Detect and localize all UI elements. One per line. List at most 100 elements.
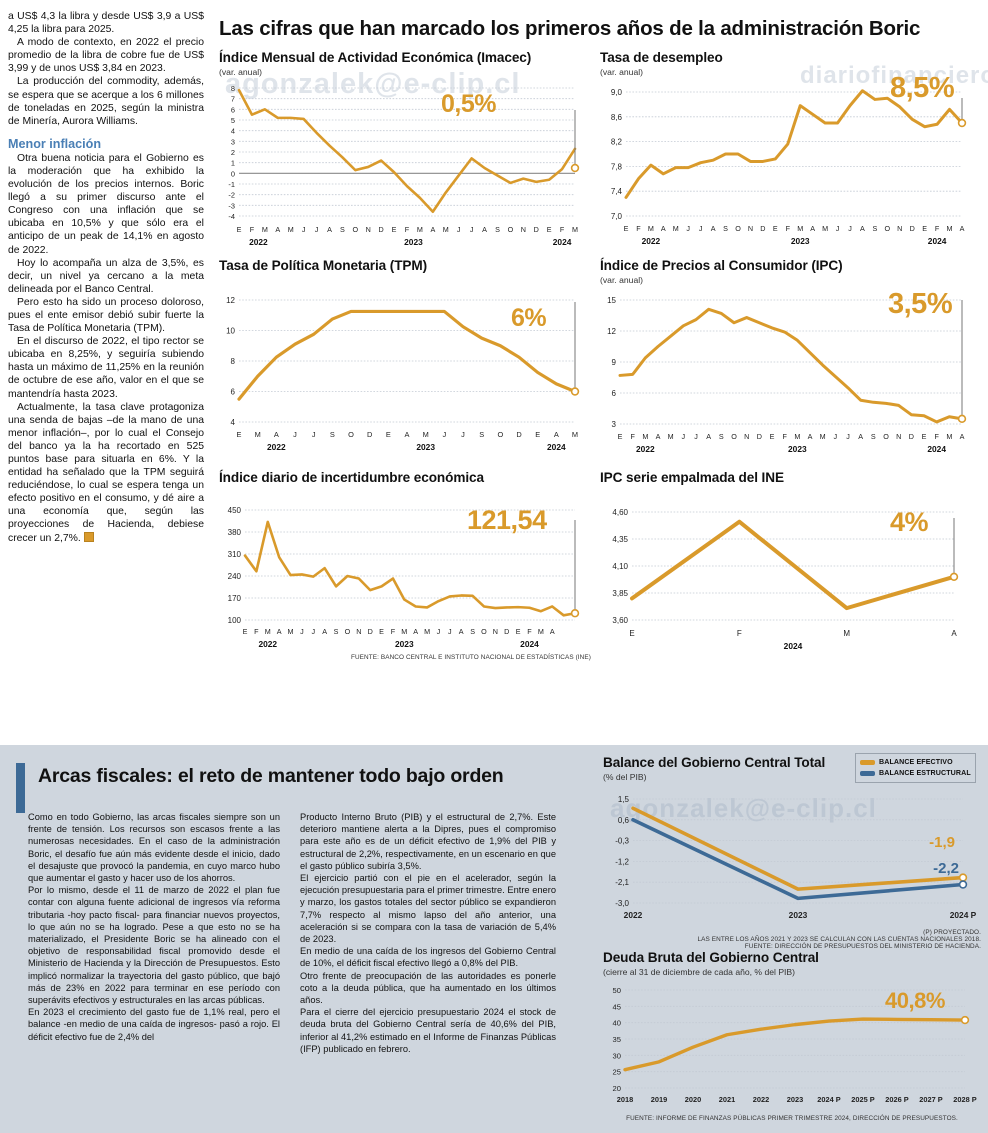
svg-text:E: E [237, 430, 242, 439]
svg-text:2023: 2023 [791, 236, 810, 246]
article-paragraph-text: Actualmente, la tasa clave protagoniza u… [8, 401, 204, 544]
chart-title: Índice Mensual de Actividad Económica (I… [219, 50, 532, 65]
legend-item-estructural: BALANCE ESTRUCTURAL [860, 768, 971, 778]
svg-text:N: N [896, 432, 901, 441]
svg-text:2023: 2023 [416, 442, 435, 452]
svg-text:D: D [368, 627, 373, 636]
chart-plot-area: 4 6 8 10 12 E M A J J S O D E A M J J S O D E A M 2022 2023 2024 6… [219, 288, 591, 456]
svg-text:2028 P: 2028 P [953, 1095, 976, 1104]
svg-text:7,0: 7,0 [611, 212, 623, 221]
svg-text:M: M [265, 627, 271, 636]
svg-text:-3: -3 [228, 201, 235, 210]
svg-text:M: M [673, 224, 679, 233]
svg-text:12: 12 [607, 327, 616, 336]
bottom-paragraph: Para el cierre del ejercicio presupuesta… [300, 1007, 556, 1054]
chart-title: Tasa de Política Monetaria (TPM) [219, 258, 428, 273]
article-column: a US$ 4,3 la libra y desde US$ 3,9 a US$… [8, 10, 204, 545]
svg-text:M: M [423, 430, 429, 439]
chart-title: Índice de Precios al Consumidor (IPC) [600, 258, 843, 273]
svg-text:450: 450 [228, 506, 242, 515]
svg-text:J: J [686, 224, 690, 233]
svg-text:M: M [262, 225, 268, 234]
svg-text:J: J [699, 224, 703, 233]
svg-text:7,4: 7,4 [611, 187, 623, 196]
svg-text:S: S [330, 430, 335, 439]
svg-text:F: F [391, 627, 396, 636]
svg-text:A: A [810, 224, 815, 233]
chart-plot-area: 7,0 7,4 7,8 8,2 8,6 9,0 E F M A M J J A S O N D E F M A M J J A S O… [600, 74, 978, 250]
svg-text:2025 P: 2025 P [851, 1095, 874, 1104]
svg-text:F: F [935, 224, 940, 233]
chart-svg: 7,07,47,88,28,69,0E F M A M J J A S O N D E F M A M J J A S O… [611, 88, 967, 246]
svg-text:A: A [808, 432, 813, 441]
svg-text:D: D [909, 432, 914, 441]
chart-desempleo: Tasa de desempleo (var. anual) 7,0 7,4 7,8… [600, 50, 978, 250]
article-paragraph: En el discurso de 2022, el tipo rector s… [8, 336, 204, 400]
svg-text:-2: -2 [228, 191, 235, 200]
svg-text:M: M [946, 432, 952, 441]
bottom-paragraph: En medio de una caída de los ingresos de… [300, 946, 556, 969]
svg-text:2024 P: 2024 P [950, 910, 977, 920]
svg-text:2018: 2018 [617, 1095, 633, 1104]
svg-text:-1,9: -1,9 [929, 834, 955, 851]
svg-text:F: F [636, 224, 641, 233]
chart-tpm: Tasa de Política Monetaria (TPM) 4 6 8 10 12… [219, 258, 591, 456]
svg-text:2024: 2024 [927, 444, 946, 454]
svg-text:A: A [711, 224, 716, 233]
bottom-paragraph: Como en todo Gobierno, las arcas fiscale… [28, 812, 280, 884]
svg-text:E: E [392, 225, 397, 234]
svg-text:2023: 2023 [395, 639, 414, 649]
svg-text:J: J [694, 432, 698, 441]
svg-text:4,60: 4,60 [612, 508, 628, 517]
chart-ipc-ine: IPC serie empalmada del INE 3,60 3,85 4,10… [600, 470, 978, 652]
svg-text:E: E [922, 432, 927, 441]
svg-text:2020: 2020 [685, 1095, 701, 1104]
svg-text:9: 9 [612, 358, 617, 367]
svg-text:2022: 2022 [642, 236, 661, 246]
svg-text:170: 170 [228, 594, 242, 603]
article-paragraph: Pero esto ha sido un proceso doloroso, p… [8, 296, 204, 335]
svg-text:A: A [706, 432, 711, 441]
svg-text:A: A [554, 430, 559, 439]
svg-text:2023: 2023 [788, 444, 807, 454]
svg-text:J: J [457, 225, 461, 234]
chart-callout-value: 3,5% [888, 288, 953, 320]
svg-text:S: S [470, 627, 475, 636]
svg-text:F: F [254, 627, 259, 636]
svg-text:O: O [735, 224, 741, 233]
svg-text:E: E [516, 627, 521, 636]
svg-text:J: J [448, 627, 452, 636]
chart-plot-area: -3,0 -2,1 -1,2 -0,3 0,6 1,5 2022 2023 2024 P -1,9… [603, 789, 981, 929]
svg-text:A: A [275, 225, 280, 234]
svg-text:2027 P: 2027 P [919, 1095, 942, 1104]
svg-text:M: M [417, 225, 423, 234]
legend-label: BALANCE EFECTIVO [879, 758, 953, 766]
accent-bar [16, 763, 25, 813]
svg-text:N: N [521, 225, 526, 234]
svg-text:O: O [497, 430, 503, 439]
svg-text:A: A [661, 224, 666, 233]
svg-text:310: 310 [228, 550, 242, 559]
svg-text:-0,3: -0,3 [615, 837, 629, 846]
svg-text:2021: 2021 [719, 1095, 735, 1104]
svg-text:J: J [442, 430, 446, 439]
chart-source-note: FUENTE: BANCO CENTRAL E INSTITUTO NACION… [350, 654, 591, 661]
svg-text:O: O [345, 627, 351, 636]
svg-text:-4: -4 [228, 212, 235, 221]
chart-callout-value: 0,5% [441, 90, 496, 118]
bottom-paragraph: Otro frente de preocupación de las autor… [300, 970, 556, 1006]
legend-label: BALANCE ESTRUCTURAL [879, 769, 971, 777]
svg-text:8: 8 [231, 357, 236, 366]
svg-text:4: 4 [231, 127, 235, 136]
svg-text:2024: 2024 [784, 641, 803, 651]
svg-text:A: A [482, 225, 487, 234]
svg-text:-1: -1 [228, 180, 235, 189]
svg-text:J: J [302, 225, 306, 234]
svg-text:0: 0 [231, 169, 235, 178]
svg-text:A: A [327, 225, 332, 234]
chart-incertidumbre: Índice diario de incertidumbre económica… [219, 470, 591, 661]
legend-swatch-blue [860, 770, 875, 776]
svg-text:M: M [668, 432, 674, 441]
page-title: Las cifras que han marcado los primeros … [219, 17, 921, 40]
